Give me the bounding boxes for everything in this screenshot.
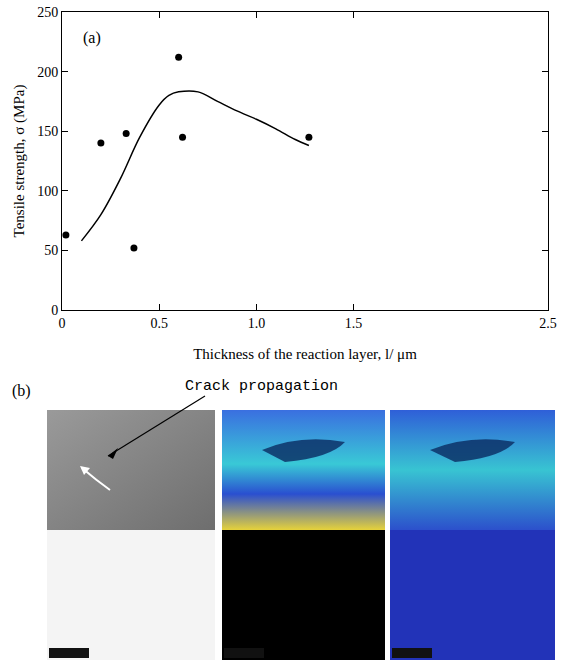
- svg-text:250: 250: [37, 5, 58, 20]
- svg-text:50: 50: [44, 243, 58, 258]
- svg-text:Tensile strength, σ (MPa): Tensile strength, σ (MPa): [11, 85, 28, 238]
- svg-text:200: 200: [37, 65, 58, 80]
- svg-text:Thickness of the reaction laye: Thickness of the reaction layer, l/ μm: [193, 346, 417, 362]
- svg-text:(b): (b): [12, 382, 31, 400]
- svg-text:(a): (a): [83, 29, 101, 47]
- svg-text:0: 0: [51, 303, 58, 318]
- svg-text:100: 100: [37, 184, 58, 199]
- svg-text:2.5: 2.5: [539, 316, 557, 331]
- svg-text:Crack propagation: Crack propagation: [185, 378, 338, 395]
- svg-text:150: 150: [37, 124, 58, 139]
- svg-text:0: 0: [59, 316, 66, 331]
- svg-text:1.0: 1.0: [248, 316, 266, 331]
- svg-text:0.5: 0.5: [150, 316, 168, 331]
- svg-text:1.5: 1.5: [345, 316, 363, 331]
